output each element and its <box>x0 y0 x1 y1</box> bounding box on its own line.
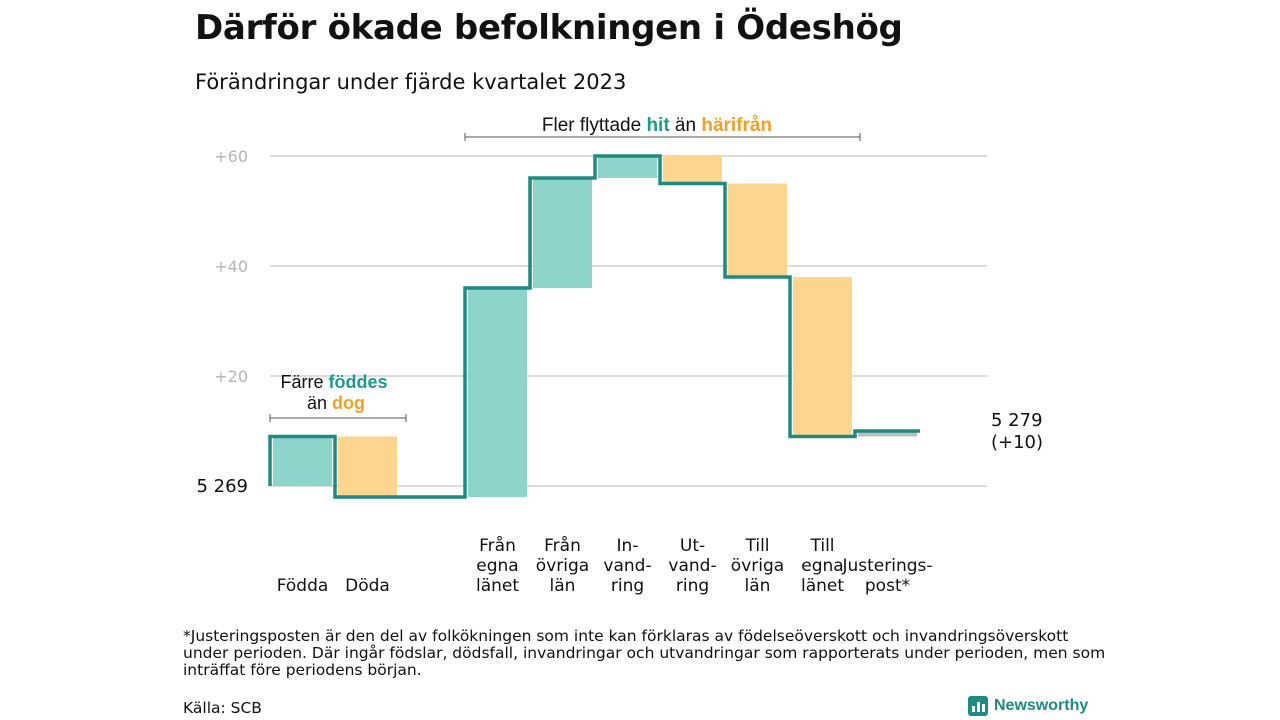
category-label: egna <box>801 556 843 576</box>
category-label: länet <box>476 576 519 596</box>
category-label: Justerings- <box>841 556 932 576</box>
end-value-label: 5 279 <box>991 410 1043 431</box>
category-label: län <box>745 576 771 596</box>
start-value-label: 5 269 <box>196 476 248 497</box>
category-label: In- <box>617 536 639 556</box>
brand-name: Newsworthy <box>994 697 1088 715</box>
end-value-label: (+10) <box>991 432 1043 453</box>
category-label: övriga <box>536 556 589 576</box>
waterfall-chart: +20+40+60 Födda DödaFrånegnalänetFrånövri… <box>0 0 1280 620</box>
bar-födda <box>273 437 332 487</box>
bar-invandring <box>598 156 657 178</box>
category-label: Ut- <box>680 536 705 556</box>
source: Källa: SCB <box>183 699 262 717</box>
bar-från-övriga-län <box>533 178 592 288</box>
annotation-moved: Fler flyttade hit än härifrån <box>542 115 772 136</box>
category-label: län <box>550 576 576 596</box>
category-label: Till <box>744 536 769 556</box>
category-label: post* <box>865 576 910 596</box>
category-label: Döda <box>345 576 390 596</box>
y-tick-label: +20 <box>214 367 248 386</box>
bar-från-egna-länet <box>468 288 527 497</box>
category-label: vand- <box>668 556 716 576</box>
brand-logo: Newsworthy <box>968 696 1088 716</box>
category-label: länet <box>801 576 844 596</box>
y-tick-label: +60 <box>214 147 248 166</box>
annotation-born-line1: Färre föddes <box>280 372 387 392</box>
newsworthy-logo-icon <box>968 696 988 716</box>
category-label: egna <box>476 556 518 576</box>
category-label: Födda <box>277 576 329 596</box>
category-label: Från <box>479 535 516 556</box>
y-tick-label: +40 <box>214 257 248 276</box>
annotation-born-line2: än dog <box>307 393 365 413</box>
category-label: ring <box>611 576 644 596</box>
category-label: Till <box>809 536 834 556</box>
category-label: vand- <box>603 556 651 576</box>
bar-till-övriga-län <box>728 184 787 278</box>
category-label: Från <box>544 535 581 556</box>
category-label: övriga <box>731 556 784 576</box>
footnote: *Justeringsposten är den del av folkökni… <box>183 628 1113 679</box>
category-label: ring <box>676 576 709 596</box>
bar-utvandring <box>663 156 722 184</box>
bar-döda <box>338 437 397 498</box>
bar-till-egna-länet <box>793 277 852 437</box>
